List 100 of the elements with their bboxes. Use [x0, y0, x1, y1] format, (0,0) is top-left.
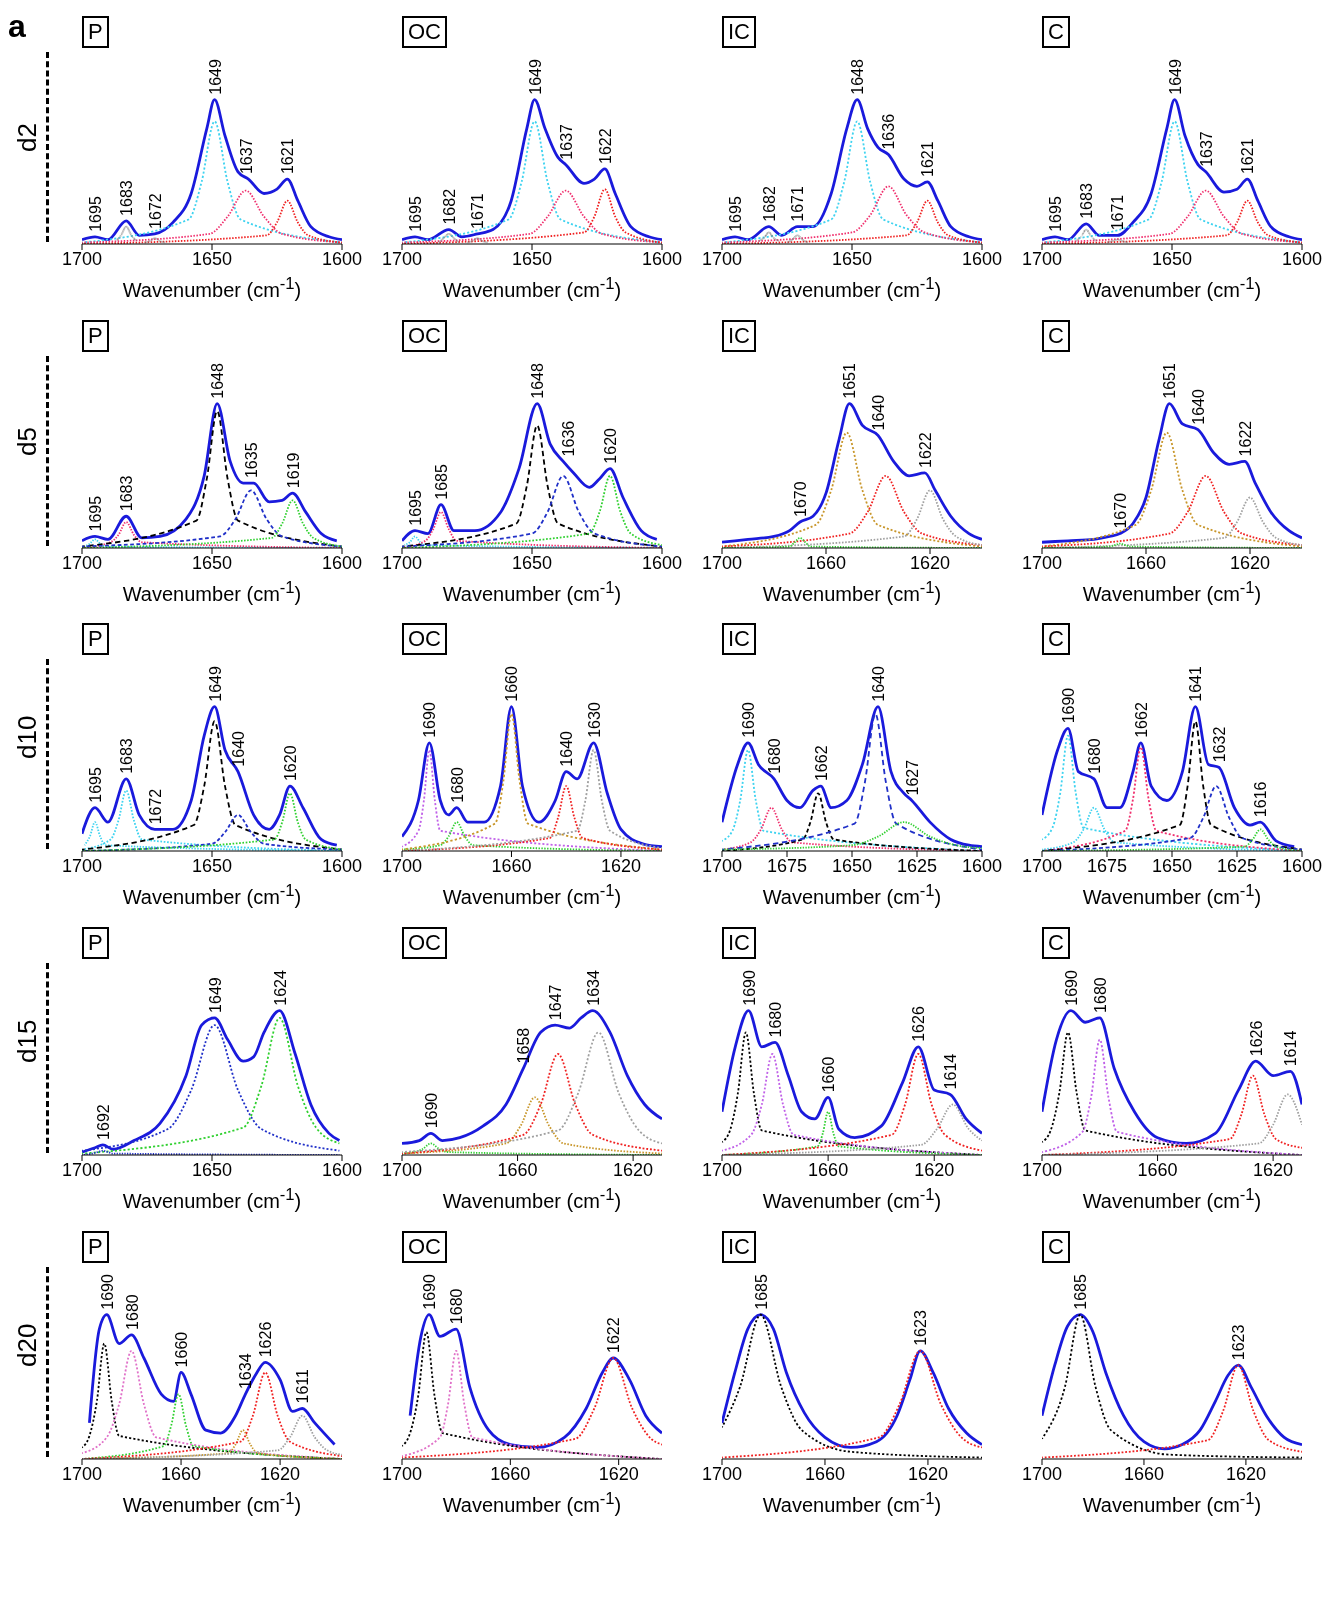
annotation: 1626	[910, 1006, 928, 1042]
annotation: 1672	[146, 788, 164, 825]
y-axis-title: d20	[12, 1323, 43, 1367]
x-tick-label: 1620	[914, 1159, 955, 1180]
x-tick-label: 1700	[701, 1159, 743, 1180]
chart-title: IC	[722, 16, 756, 48]
x-tick-label: 1700	[1021, 856, 1063, 877]
x-tick-label: 1660	[1137, 1159, 1178, 1180]
chart-title: IC	[722, 623, 756, 656]
annotation: 1695	[87, 196, 104, 232]
annotation: 1695	[727, 196, 744, 232]
x-tick-label: 1675	[1086, 856, 1128, 877]
annotation: 1648	[529, 362, 547, 399]
annotation: 1632	[1210, 726, 1228, 763]
chart-title: C	[1042, 16, 1070, 48]
text: a	[8, 8, 26, 45]
x-tick-label: 1700	[701, 856, 743, 877]
x-tick-label: 1660	[805, 552, 847, 573]
chart-title: IC	[722, 926, 756, 959]
x-tick-label: 1700	[61, 248, 103, 269]
annotation: 1620	[282, 745, 299, 782]
chart-title: C	[1042, 926, 1070, 959]
annotation: 1692	[94, 1104, 112, 1140]
annotation: 1690	[740, 969, 758, 1006]
annotation: 1690	[421, 1273, 439, 1310]
x-tick-label: 1600	[961, 856, 1003, 877]
annotation: 1630	[585, 702, 603, 739]
chart-title: IC	[722, 1230, 756, 1263]
chart-title: P	[82, 16, 109, 48]
annotation: 1680	[448, 1288, 466, 1324]
x-tick-label: 1675	[766, 856, 808, 877]
x-tick-label: 1620	[260, 1463, 301, 1484]
x-axis-title: Wavenumber (cm$^{-1}$)	[761, 1488, 943, 1517]
annotation: 1634	[237, 1352, 255, 1389]
annotation: 1622	[1236, 420, 1254, 457]
chart-title: C	[1042, 1230, 1070, 1263]
annotation: 1671	[1109, 194, 1127, 231]
x-tick-label: 1600	[641, 248, 683, 269]
annotation: 1690	[98, 1273, 116, 1310]
y-axis-title: d10	[12, 715, 43, 760]
annotation: 1658	[515, 1027, 533, 1064]
annotation: 1621	[279, 138, 297, 175]
annotation: 1641	[1187, 666, 1205, 703]
x-axis-title: Wavenumber (cm$^{-1}$)	[121, 577, 303, 606]
annotation: 1680	[123, 1293, 141, 1330]
annotation: 1680	[1091, 977, 1109, 1013]
chart-title: C	[1042, 319, 1070, 352]
x-tick-label: 1700	[61, 1463, 103, 1484]
annotation: 1695	[407, 489, 424, 526]
x-tick-label: 1660	[490, 1463, 531, 1484]
chart-title: OC	[402, 1230, 447, 1263]
annotation: 1683	[118, 180, 136, 216]
annotation: 1670	[1112, 492, 1129, 529]
x-axis-title: Wavenumber (cm$^{-1}$)	[441, 1488, 623, 1517]
x-tick-label: 1600	[1281, 248, 1323, 269]
x-tick-label: 1600	[641, 552, 683, 573]
annotation: 1660	[503, 666, 521, 703]
x-tick-label: 1700	[61, 1159, 103, 1180]
x-tick-label: 1700	[381, 1159, 423, 1180]
annotation: 1683	[118, 475, 136, 511]
x-axis-title: Wavenumber (cm$^{-1}$)	[1081, 1488, 1263, 1517]
annotation: 1690	[421, 702, 439, 739]
x-tick-label: 1650	[191, 552, 233, 573]
annotation: 1671	[469, 193, 487, 229]
x-axis-title: Wavenumber (cm$^{-1}$)	[1081, 274, 1263, 302]
annotation: 1622	[916, 431, 934, 468]
chart-title: P	[82, 319, 109, 352]
x-tick-label: 1700	[381, 552, 423, 573]
x-tick-label: 1620	[1229, 552, 1271, 573]
x-axis-title: Wavenumber (cm$^{-1}$)	[1081, 1184, 1263, 1213]
annotation: 1690	[1062, 969, 1080, 1006]
x-tick-label: 1620	[598, 1463, 639, 1484]
x-axis-title: Wavenumber (cm$^{-1}$)	[761, 577, 943, 606]
chart-title: OC	[402, 16, 447, 48]
annotation: 1624	[271, 969, 289, 1006]
x-tick-label: 1650	[191, 856, 233, 877]
x-tick-label: 1700	[1021, 248, 1063, 269]
x-tick-label: 1650	[191, 1159, 233, 1180]
x-tick-label: 1660	[1123, 1463, 1164, 1484]
annotation: 1648	[209, 362, 227, 399]
annotation: 1695	[87, 495, 104, 532]
annotation: 1695	[1047, 196, 1064, 232]
annotation: 1637	[1197, 131, 1215, 167]
annotation: 1680	[766, 738, 783, 775]
x-tick-label: 1650	[831, 248, 873, 269]
annotation: 1695	[407, 196, 424, 232]
x-tick-label: 1620	[909, 552, 951, 573]
x-tick-label: 1700	[61, 552, 103, 573]
annotation: 1626	[257, 1321, 275, 1357]
x-tick-label: 1700	[1021, 552, 1063, 573]
x-axis-title: Wavenumber (cm$^{-1}$)	[121, 1184, 303, 1213]
annotation: 1649	[1166, 59, 1184, 95]
annotation: 1651	[841, 362, 859, 399]
annotation: 1634	[584, 969, 602, 1006]
x-tick-label: 1650	[831, 856, 873, 877]
annotation: 1640	[558, 731, 576, 767]
annotation: 1672	[146, 193, 164, 229]
annotation: 1683	[118, 738, 136, 775]
chart-title: OC	[402, 926, 447, 959]
x-tick-label: 1620	[907, 1463, 948, 1484]
